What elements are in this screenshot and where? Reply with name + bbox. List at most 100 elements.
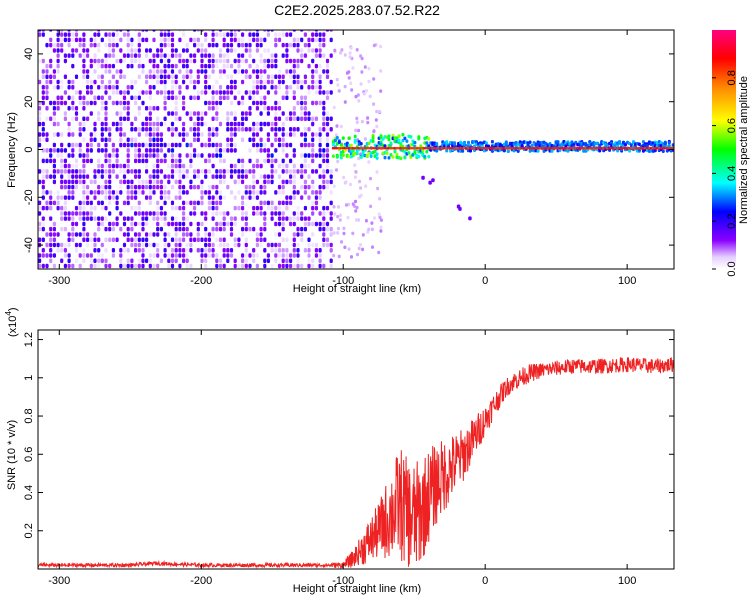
heatmap-cell <box>277 232 282 237</box>
heatmap-cell <box>82 100 86 106</box>
heatmap-cell <box>108 85 112 90</box>
heatmap-cell <box>277 127 282 132</box>
heatmap-cell <box>303 179 307 185</box>
heatmap-cell <box>134 53 138 58</box>
heatmap-cell <box>74 174 79 179</box>
heatmap-cell <box>266 174 270 179</box>
heatmap-cell <box>285 237 289 242</box>
heatmap-cell <box>167 142 171 148</box>
heatmap-cell <box>45 95 49 100</box>
heatmap-cell <box>296 242 300 248</box>
heatmap-cell <box>303 106 307 111</box>
heatmap-cell <box>311 142 315 148</box>
heatmap-cell <box>453 142 457 146</box>
heatmap-cell <box>289 221 293 227</box>
heatmap-cell <box>185 226 189 232</box>
heatmap-cell <box>259 42 263 48</box>
heatmap-cell <box>355 48 359 52</box>
heatmap-cell <box>163 53 167 58</box>
heatmap-cell <box>248 169 252 174</box>
heatmap-cell <box>226 211 230 216</box>
heatmap-cell <box>241 58 245 64</box>
heatmap-cell <box>318 63 322 69</box>
heatmap-cell <box>86 211 90 216</box>
heatmap-cell <box>366 120 370 125</box>
heatmap-cell <box>637 147 641 150</box>
heatmap-cell <box>145 221 149 227</box>
heatmap-cell <box>469 149 472 153</box>
heatmap-cell <box>590 147 594 150</box>
spectrogram-y-label: Frequency (Hz) <box>6 112 18 188</box>
heatmap-cell <box>292 179 296 185</box>
heatmap-cell <box>148 95 152 100</box>
heatmap-cell <box>337 254 341 259</box>
heatmap-cell <box>67 30 71 32</box>
heatmap-cell <box>122 179 127 185</box>
heatmap-cell <box>409 147 413 150</box>
heatmap-cell <box>461 147 465 150</box>
heatmap-cell <box>163 100 167 106</box>
heatmap-cell <box>325 121 330 127</box>
heatmap-cell <box>484 147 488 150</box>
heatmap-cell <box>93 132 97 137</box>
heatmap-cell <box>274 111 278 116</box>
heatmap-cell <box>100 132 104 137</box>
heatmap-cell <box>482 147 486 150</box>
heatmap-cell <box>148 153 152 158</box>
heatmap-cell <box>237 263 241 269</box>
heatmap-cell <box>178 263 182 269</box>
heatmap-cell <box>259 121 263 127</box>
heatmap-cell <box>233 30 237 32</box>
heatmap-cell <box>41 190 45 195</box>
heatmap-cell <box>263 174 267 179</box>
heatmap-cell <box>360 119 364 124</box>
heatmap-cell <box>311 205 315 211</box>
heatmap-cell <box>115 153 119 158</box>
heatmap-cell <box>350 88 354 92</box>
heatmap-cell <box>277 248 282 253</box>
heatmap-cell <box>86 190 90 195</box>
heatmap-cell <box>274 116 278 121</box>
heatmap-cell <box>300 232 304 237</box>
heatmap-cell <box>285 248 289 253</box>
heatmap-cell <box>226 53 230 58</box>
heatmap-cell <box>259 174 263 179</box>
heatmap-cell <box>56 79 60 85</box>
heatmap-cell <box>366 230 370 234</box>
heatmap-cell <box>226 169 230 174</box>
heatmap-cell <box>270 127 274 132</box>
heatmap-cell <box>417 135 421 139</box>
heatmap-cell <box>78 179 82 185</box>
heatmap-cell <box>86 74 90 79</box>
svg-text:(x104): (x104) <box>4 307 19 337</box>
heatmap-cell <box>196 116 200 121</box>
heatmap-cell <box>358 179 362 184</box>
heatmap-cell <box>100 137 104 142</box>
heatmap-cell <box>60 85 64 90</box>
heatmap-cell <box>347 147 351 150</box>
heatmap-cell <box>292 30 296 32</box>
heatmap-cell <box>289 30 293 32</box>
heatmap-cell <box>67 42 71 48</box>
heatmap-cell <box>89 63 93 69</box>
heatmap-cell <box>259 211 263 216</box>
heatmap-cell <box>333 212 337 216</box>
heatmap-cell <box>237 242 241 248</box>
heatmap-cell <box>229 74 234 79</box>
heatmap-cell <box>318 195 322 200</box>
heatmap-cell <box>218 226 223 232</box>
heatmap-cell <box>38 211 42 216</box>
heatmap-cell <box>300 79 304 85</box>
heatmap-cell <box>281 53 285 58</box>
heatmap-cell <box>285 32 289 37</box>
heatmap-cell <box>130 237 134 242</box>
heatmap-cell <box>148 74 152 79</box>
heatmap-cell <box>233 263 237 269</box>
heatmap-cell <box>318 142 322 148</box>
heatmap-cell <box>244 226 248 232</box>
heatmap-cell <box>307 90 311 95</box>
heatmap-cell <box>255 30 259 32</box>
heatmap-cell <box>237 42 241 48</box>
heatmap-cell <box>233 205 237 211</box>
